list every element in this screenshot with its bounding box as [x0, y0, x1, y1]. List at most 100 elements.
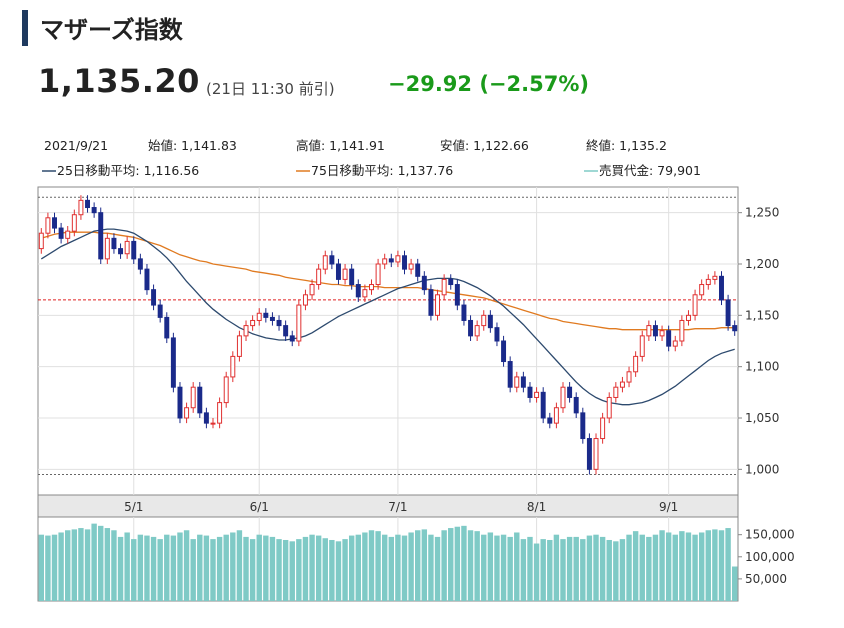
- candle-body: [263, 312, 269, 318]
- candle-body: [184, 407, 190, 419]
- volume-bar: [408, 532, 414, 601]
- candle-body: [428, 289, 434, 316]
- volume-bar: [540, 539, 546, 601]
- volume-bar: [685, 532, 692, 601]
- candle-body: [302, 294, 308, 306]
- candle-body: [197, 386, 203, 414]
- legend-ma25: 25日移動平均: 1,116.56: [57, 163, 199, 178]
- volume-bar: [547, 539, 553, 601]
- volume-bar: [580, 539, 586, 601]
- volume-bar: [249, 539, 256, 601]
- volume-bar: [210, 539, 216, 601]
- volume-bar: [500, 534, 507, 601]
- volume-tick-label: 50,000: [745, 572, 787, 586]
- volume-bar: [731, 566, 738, 601]
- volume-tick-label: 100,000: [745, 550, 795, 564]
- candle-body: [388, 258, 394, 263]
- candlestick-chart: 2021/9/21 始値: 1,141.83 高値: 1,141.91 安値: …: [37, 138, 795, 602]
- candle-body: [283, 325, 289, 337]
- volume-bar: [315, 535, 322, 601]
- volume-bar: [65, 530, 71, 601]
- moving-average-lines: [40, 228, 735, 406]
- volume-bar: [375, 531, 381, 601]
- candle-body: [527, 386, 533, 398]
- volume-bar: [183, 530, 190, 601]
- volume-bar: [263, 535, 269, 601]
- volume-bar: [566, 536, 573, 601]
- volume-bar: [342, 539, 348, 601]
- candle-body: [382, 258, 388, 265]
- candle-body: [461, 304, 467, 321]
- candle-body: [349, 268, 355, 286]
- volume-bar: [467, 530, 474, 601]
- volume-bar: [573, 536, 579, 601]
- volume-bar: [494, 535, 500, 601]
- candle-body: [547, 417, 553, 424]
- candle-body: [600, 417, 606, 440]
- volume-bar: [421, 529, 428, 601]
- candle-body: [573, 396, 579, 414]
- candle-body: [540, 391, 546, 419]
- volume-bar: [117, 536, 124, 601]
- volume-bar: [560, 539, 566, 601]
- volume-bar: [652, 534, 659, 601]
- candle-body: [666, 330, 672, 347]
- candle-body: [481, 314, 487, 327]
- volume-bar: [712, 529, 718, 601]
- candle-body: [646, 325, 652, 337]
- info-date: 2021/9/21: [44, 138, 108, 153]
- volume-bar: [269, 536, 276, 601]
- volume-bar: [474, 531, 480, 601]
- volume-bar: [230, 532, 236, 601]
- candle-body: [501, 340, 507, 363]
- volume-bar: [38, 534, 45, 601]
- candle-body: [131, 240, 137, 260]
- volume-bar: [335, 541, 342, 601]
- volume-bar: [45, 535, 51, 601]
- volume-bar: [599, 536, 606, 601]
- volume-bar: [705, 530, 711, 601]
- candle-body: [98, 212, 104, 260]
- candle-body: [719, 275, 724, 301]
- candle-body: [395, 255, 401, 263]
- candle-body: [289, 335, 295, 342]
- x-tick-label: 5/1: [124, 500, 143, 514]
- volume-bar: [395, 534, 401, 601]
- volume-bar: [381, 534, 388, 601]
- volume-bar: [632, 531, 639, 601]
- candle-body: [593, 438, 599, 470]
- candle-body: [685, 314, 691, 321]
- volume-bar: [639, 534, 645, 601]
- volume-bar: [533, 543, 540, 601]
- y-tick-label: 1,250: [745, 206, 779, 220]
- volume-bar: [441, 530, 447, 601]
- candle-body: [335, 263, 341, 280]
- volume-bar: [289, 541, 295, 601]
- candle-body: [520, 376, 526, 388]
- volume-bar: [679, 531, 685, 601]
- volume-bar: [124, 532, 130, 601]
- candle-body: [223, 376, 229, 404]
- volume-bar: [454, 526, 461, 601]
- x-tick-label: 6/1: [250, 500, 269, 514]
- candle-body: [494, 327, 500, 342]
- volume-bar: [348, 535, 355, 601]
- candle-body: [712, 275, 718, 280]
- candle-body: [104, 237, 110, 260]
- volume-bar: [71, 529, 78, 601]
- volume-bar: [98, 525, 104, 601]
- candle-body: [151, 289, 157, 306]
- volume-bar: [368, 530, 375, 601]
- volume-bar: [514, 532, 520, 601]
- volume-bar: [58, 532, 64, 601]
- candle-body: [316, 268, 322, 286]
- volume-bar: [236, 530, 243, 601]
- volume-bar: [646, 536, 652, 601]
- candle-body: [652, 325, 658, 337]
- candle-body: [217, 402, 223, 424]
- candle-body: [448, 278, 454, 286]
- volume-bar: [487, 532, 494, 601]
- candle-body: [487, 314, 493, 329]
- volume-bar: [223, 534, 229, 601]
- volume-bar: [197, 534, 203, 601]
